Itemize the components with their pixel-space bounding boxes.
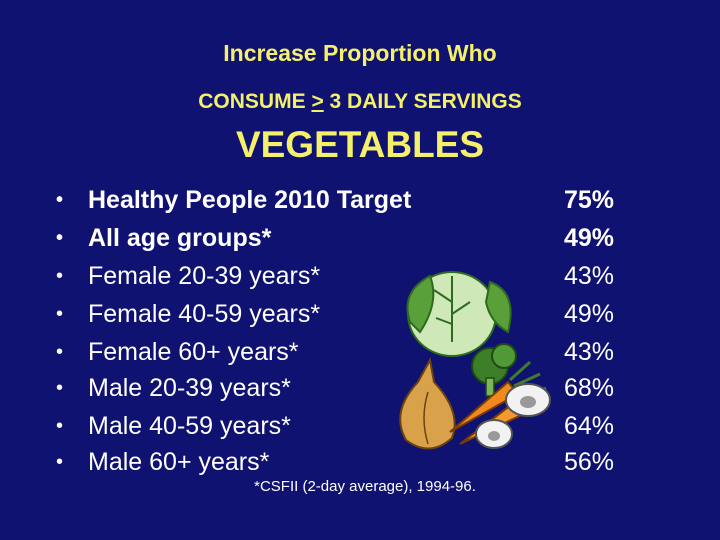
list-item: • Female 20-39 years* 43%: [0, 258, 720, 294]
row-value: 68%: [564, 374, 615, 402]
row-value: 49%: [564, 300, 615, 328]
list-item: • Male 40-59 years* 64%: [0, 408, 720, 444]
subtitle-operator: >: [311, 90, 324, 113]
bullet: •: [56, 451, 64, 473]
row-label: Female 40-59 years*: [88, 300, 321, 328]
row-label: All age groups*: [88, 224, 272, 252]
list-item: • Female 40-59 years* 49%: [0, 296, 720, 332]
slide-subtitle: CONSUME > 3 DAILY SERVINGS: [0, 90, 720, 114]
vegetables-illustration-icon: [399, 271, 551, 450]
row-label: Male 40-59 years*: [88, 412, 291, 440]
list-item: • Male 60+ years* 56%: [0, 444, 720, 480]
row-value: 56%: [564, 448, 615, 476]
row-value: 43%: [564, 262, 615, 290]
list-item: • Male 20-39 years* 68%: [0, 370, 720, 406]
subtitle-prefix: CONSUME: [198, 90, 312, 113]
row-label: Female 20-39 years*: [88, 262, 321, 290]
row-label: Female 60+ years*: [88, 338, 299, 366]
list-item: • Female 60+ years* 43%: [0, 334, 720, 370]
bullet: •: [56, 227, 64, 249]
list-item: • All age groups* 49%: [0, 220, 720, 256]
row-value: 49%: [564, 224, 615, 252]
bullet: •: [56, 377, 64, 399]
bullet: •: [56, 341, 64, 363]
row-value: 75%: [564, 186, 615, 214]
footnote: *CSFII (2-day average), 1994-96.: [254, 478, 476, 495]
bullet: •: [56, 189, 64, 211]
bullet: •: [56, 415, 64, 437]
row-label: Male 20-39 years*: [88, 374, 291, 402]
subtitle-suffix: 3 DAILY SERVINGS: [323, 90, 522, 113]
row-label: Healthy People 2010 Target: [88, 186, 412, 214]
row-label: Male 60+ years*: [88, 448, 270, 476]
slide-heading: VEGETABLES: [235, 124, 485, 165]
list-item: • Healthy People 2010 Target 75%: [0, 182, 720, 218]
bullet: •: [56, 265, 64, 287]
row-value: 64%: [564, 412, 615, 440]
slide-title: Increase Proportion Who: [223, 40, 497, 66]
row-value: 43%: [564, 338, 615, 366]
bullet: •: [56, 303, 64, 325]
